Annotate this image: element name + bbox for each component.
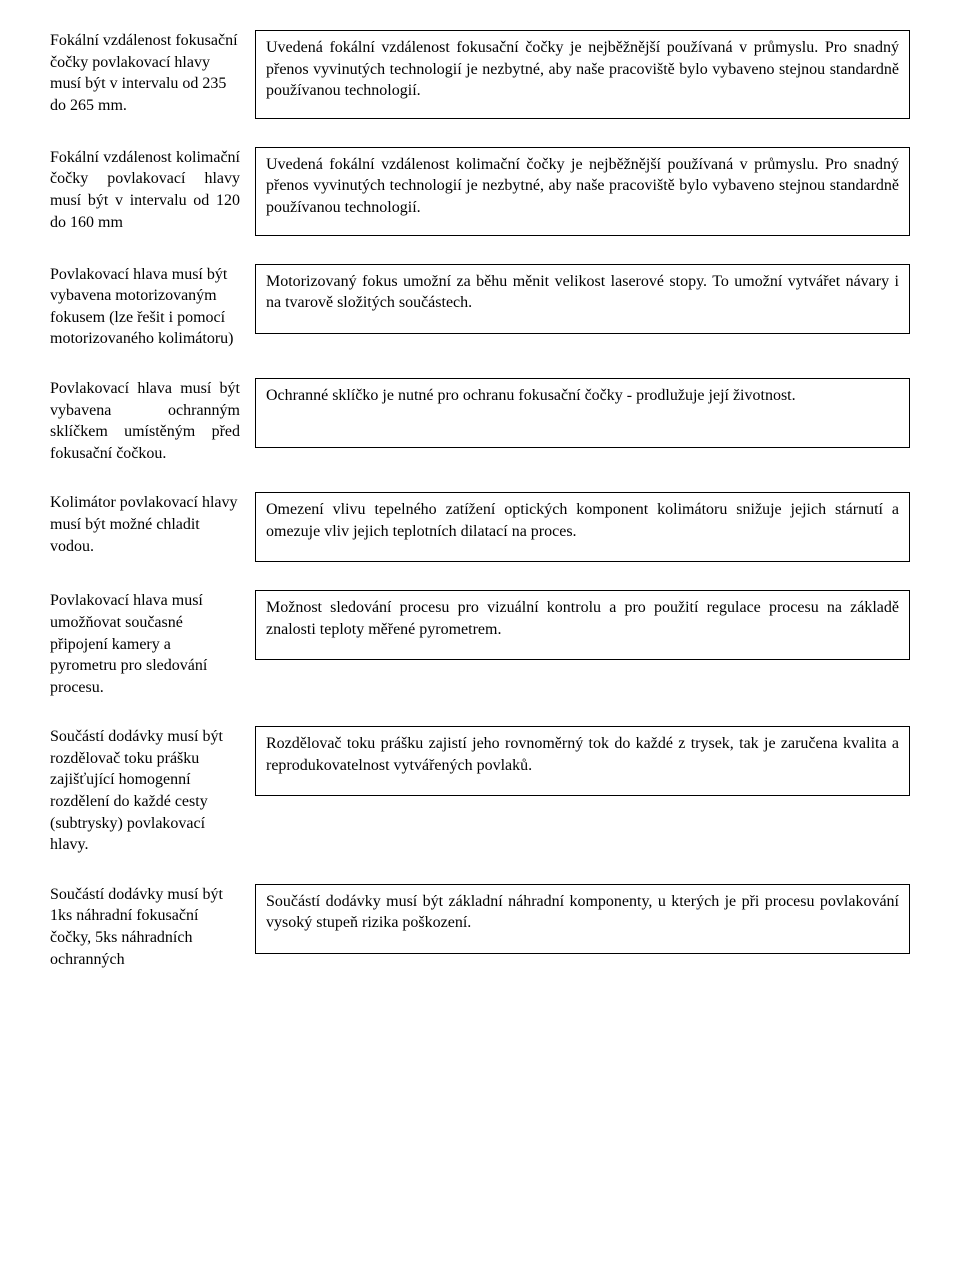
table-row: Fokální vzdálenost fokusační čočky povla… — [50, 30, 910, 119]
table-row: Kolimátor povlakovací hlavy musí být mož… — [50, 492, 910, 562]
description-cell: Uvedená fokální vzdálenost kolimační čoč… — [255, 147, 910, 236]
requirement-cell: Fokální vzdálenost fokusační čočky povla… — [50, 30, 255, 116]
description-cell: Ochranné sklíčko je nutné pro ochranu fo… — [255, 378, 910, 448]
description-cell: Uvedená fokální vzdálenost fokusační čoč… — [255, 30, 910, 119]
table-row: Fokální vzdálenost kolimační čočky povla… — [50, 147, 910, 236]
requirement-cell: Povlakovací hlava musí být vybavena ochr… — [50, 378, 255, 464]
requirement-cell: Povlakovací hlava musí umožňovat současn… — [50, 590, 255, 698]
table-row: Povlakovací hlava musí být vybavena moto… — [50, 264, 910, 350]
table-row: Součástí dodávky musí být rozdělovač tok… — [50, 726, 910, 856]
description-cell: Rozdělovač toku prášku zajistí jeho rovn… — [255, 726, 910, 796]
requirement-cell: Kolimátor povlakovací hlavy musí být mož… — [50, 492, 255, 557]
table-row: Součástí dodávky musí být 1ks náhradní f… — [50, 884, 910, 970]
description-cell: Součástí dodávky musí být základní náhra… — [255, 884, 910, 954]
requirement-cell: Povlakovací hlava musí být vybavena moto… — [50, 264, 255, 350]
requirement-cell: Součástí dodávky musí být rozdělovač tok… — [50, 726, 255, 856]
description-cell: Omezení vlivu tepelného zatížení optický… — [255, 492, 910, 562]
description-cell: Možnost sledování procesu pro vizuální k… — [255, 590, 910, 660]
table-row: Povlakovací hlava musí být vybavena ochr… — [50, 378, 910, 464]
description-cell: Motorizovaný fokus umožní za běhu měnit … — [255, 264, 910, 334]
document-container: Fokální vzdálenost fokusační čočky povla… — [50, 30, 910, 970]
table-row: Povlakovací hlava musí umožňovat současn… — [50, 590, 910, 698]
requirement-cell: Součástí dodávky musí být 1ks náhradní f… — [50, 884, 255, 970]
requirement-cell: Fokální vzdálenost kolimační čočky povla… — [50, 147, 255, 233]
